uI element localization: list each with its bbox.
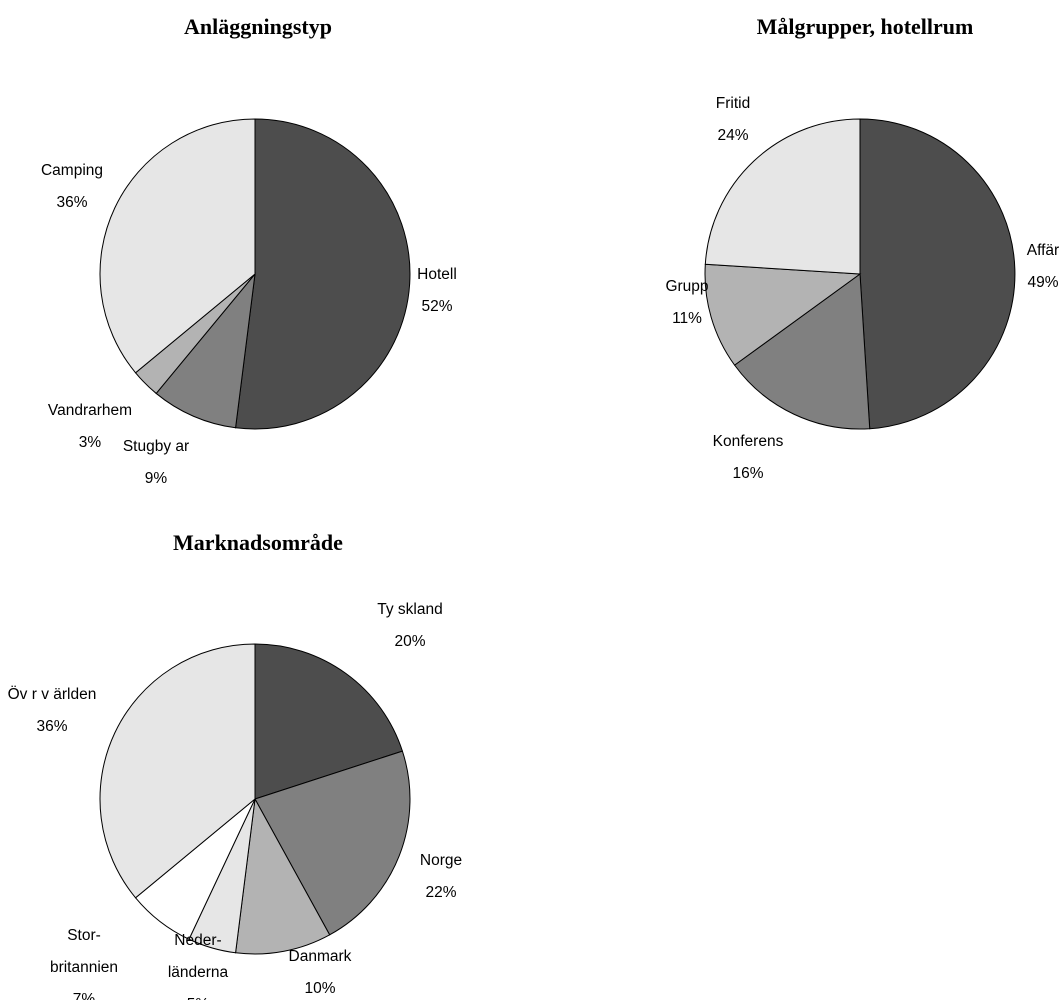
slice-label-line: Ty skland	[377, 601, 442, 618]
slice-label-line: 16%	[732, 465, 763, 482]
pie-slice	[733, 273, 871, 430]
pie-slice	[235, 797, 331, 955]
pie-slice	[704, 263, 862, 366]
slice-label-line: 22%	[425, 884, 456, 901]
pie-slice	[254, 750, 411, 936]
chart-title: Marknadsområde	[173, 530, 343, 555]
slice-label: Affär 49%	[1027, 242, 1059, 291]
slice-label: Norge 22%	[420, 852, 462, 901]
slice-label-line: 9%	[145, 470, 168, 487]
slice-label-line: Danmark	[289, 948, 352, 965]
slice-label: Fritid 24%	[716, 95, 750, 144]
slice-label-line: 49%	[1027, 274, 1058, 291]
slice-label-line: 7%	[73, 991, 96, 1000]
slice-label-line: 24%	[717, 127, 748, 144]
slice-label-line: 5%	[187, 996, 210, 1000]
slice-label-line: Stor-	[67, 927, 101, 944]
pie-slice	[704, 118, 861, 275]
pie-slice	[859, 118, 1016, 430]
slice-label-line: Hotell	[417, 266, 457, 283]
pie-slice	[254, 643, 404, 800]
slice-label: Öv r v ärlden 36%	[8, 685, 97, 735]
slice-label: Camping 36%	[41, 162, 103, 211]
slice-label-line: Grupp	[665, 278, 708, 295]
pie-slice	[99, 643, 256, 899]
slice-label-line: 36%	[56, 194, 87, 211]
slice-label-line: Camping	[41, 162, 103, 179]
slice-label-line: Fritid	[716, 95, 750, 112]
slice-label: Konferens 16%	[713, 433, 784, 482]
pie-slice	[155, 272, 256, 429]
pie-slice	[99, 118, 256, 374]
slice-label-line: 11%	[672, 310, 702, 327]
slice-label: Stugby ar 9%	[123, 438, 189, 487]
slice-label: Hotell 52%	[417, 266, 457, 315]
slice-label-line: länderna	[168, 964, 229, 981]
slice-label: Danmark 10%	[289, 948, 352, 997]
slice-label-line: Norge	[420, 852, 462, 869]
pie-slice	[235, 118, 411, 430]
pie-chart-3: Marknadsområde Ty skland 20% Norge 22% Danmar…	[8, 530, 462, 1000]
slice-label: Grupp 11%	[665, 278, 708, 327]
slice-label-line: 52%	[421, 298, 452, 315]
chart-title: Anläggningstyp	[184, 14, 332, 39]
slice-label-line: 3%	[79, 434, 102, 451]
slice-label: Vandrarhem 3%	[48, 402, 132, 451]
slice-label-line: 10%	[304, 980, 335, 997]
pie-chart-2: Målgrupper, hotellrum Affär 49% Konferens 16…	[665, 14, 1059, 482]
slice-label-line: Vandrarhem	[48, 402, 132, 419]
slice-label-line: britannien	[50, 959, 118, 976]
slice-label-line: Neder-	[174, 932, 221, 949]
slice-label-line: 20%	[394, 633, 425, 650]
slice-label-line: 36%	[36, 718, 67, 735]
pie-chart-1: Anläggningstyp Hotell 52% Stugby ar 9% Vandra…	[41, 14, 457, 487]
slice-label-line: Öv r v ärlden	[8, 685, 97, 703]
slice-label-line: Affär	[1027, 242, 1059, 259]
slice-label: Stor-britannien 7%	[50, 927, 118, 1000]
slice-label: Neder-länderna 5%	[168, 932, 229, 1000]
slice-label-line: Konferens	[713, 433, 784, 450]
slice-label: Ty skland 20%	[377, 601, 442, 650]
slice-label-line: Stugby ar	[123, 438, 189, 455]
chart-title: Målgrupper, hotellrum	[757, 14, 974, 39]
